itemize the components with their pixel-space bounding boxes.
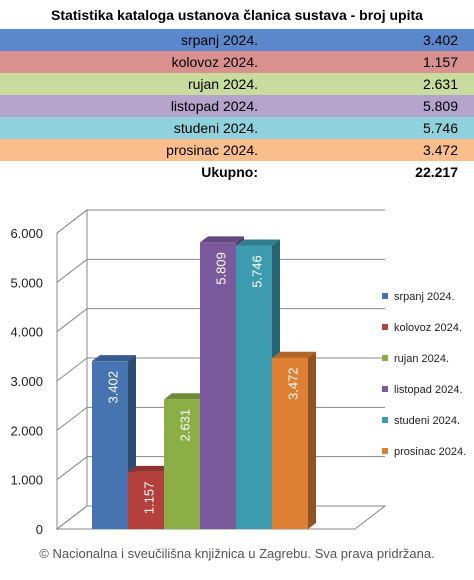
- table-row: rujan 2024. 2.631: [0, 73, 474, 95]
- legend-label: studeni 2024.: [394, 415, 460, 427]
- legend-swatch: [382, 386, 388, 392]
- gridline: [56, 258, 385, 283]
- row-value: 5.809: [422, 98, 458, 114]
- row-value: 3.472: [422, 142, 458, 158]
- legend-swatch: [382, 448, 388, 454]
- bar: [236, 245, 272, 529]
- table-row: listopad 2024. 5.809: [0, 95, 474, 117]
- data-label: 5.809: [213, 252, 228, 285]
- stats-table: srpanj 2024. 3.402 kolovoz 2024. 1.157 r…: [0, 29, 474, 183]
- table-row: kolovoz 2024. 1.157: [0, 51, 474, 73]
- row-value: 5.746: [422, 120, 458, 136]
- total-value: 22.217: [415, 164, 458, 180]
- legend-swatch: [382, 324, 388, 330]
- data-label: 3.472: [285, 367, 300, 400]
- bar-top: [164, 393, 208, 400]
- bar: [128, 471, 164, 529]
- row-label: srpanj 2024.: [180, 32, 258, 48]
- legend-label: listopad 2024.: [394, 384, 463, 396]
- y-tick-label: 4.000: [10, 325, 43, 340]
- bar: [200, 242, 236, 529]
- bar-top: [200, 236, 244, 243]
- gridline: [56, 308, 385, 333]
- y-tick-label: 3.000: [10, 374, 43, 389]
- table-row: studeni 2024. 5.746: [0, 117, 474, 139]
- table-row: prosinac 2024. 3.472: [0, 139, 474, 161]
- legend-label: srpanj 2024.: [394, 291, 455, 303]
- bar: [92, 361, 128, 529]
- bar: [272, 357, 308, 529]
- legend-label: prosinac 2024.: [394, 446, 466, 458]
- legend-swatch: [382, 355, 388, 361]
- bar-top: [128, 465, 172, 472]
- data-label: 2.631: [177, 409, 192, 442]
- data-label: 1.157: [141, 482, 156, 515]
- row-value: 1.157: [422, 54, 458, 70]
- y-tick-label: 2.000: [10, 423, 43, 438]
- bar-top: [272, 351, 316, 358]
- row-value: 3.402: [422, 32, 458, 48]
- row-label: prosinac 2024.: [166, 142, 258, 158]
- y-tick-label: 5.000: [10, 275, 43, 290]
- legend-label: kolovoz 2024.: [394, 322, 462, 334]
- bar-top: [92, 355, 136, 362]
- row-value: 2.631: [422, 76, 458, 92]
- total-label: Ukupno:: [201, 164, 258, 180]
- copyright-footer: © Nacionalna i sveučilišna knjižnica u Z…: [39, 546, 435, 561]
- y-tick-label: 6.000: [10, 226, 43, 241]
- y-tick-label: 0: [36, 522, 43, 537]
- bar-top: [236, 239, 280, 246]
- legend-swatch: [382, 417, 388, 423]
- bar: [164, 399, 200, 529]
- bar-side: [308, 351, 316, 529]
- row-label: studeni 2024.: [173, 120, 258, 136]
- legend-label: rujan 2024.: [394, 353, 449, 365]
- legend-swatch: [382, 293, 388, 299]
- row-label: listopad 2024.: [170, 98, 258, 114]
- data-label: 5.746: [249, 255, 264, 288]
- page-title: Statistika kataloga ustanova članica sus…: [51, 7, 423, 23]
- gridline: [56, 209, 385, 234]
- data-label: 3.402: [105, 371, 120, 404]
- row-label: rujan 2024.: [187, 76, 258, 92]
- total-row: Ukupno: 22.217: [0, 161, 474, 183]
- y-tick-label: 1.000: [10, 473, 43, 488]
- row-label: kolovoz 2024.: [171, 54, 258, 70]
- table-row: srpanj 2024. 3.402: [0, 29, 474, 51]
- bar-chart: 0 1.000 2.000 3.000 4.000 5.000 6.000 3.402 1.15…: [10, 208, 466, 537]
